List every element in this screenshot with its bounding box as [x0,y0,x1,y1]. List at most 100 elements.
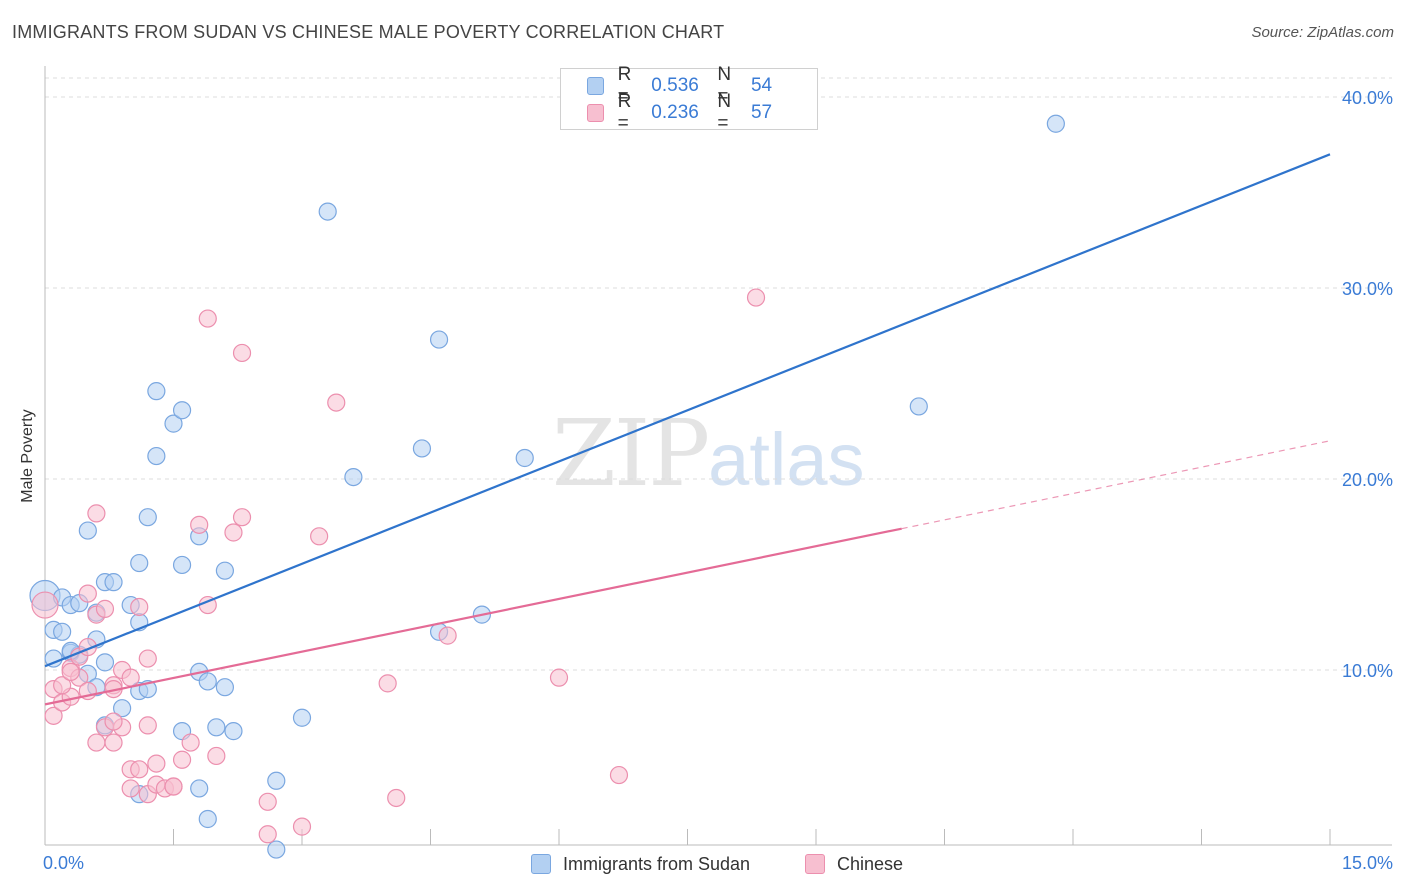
y-tick-label: 30.0% [1342,279,1393,299]
y-axis-label: Male Poverty [19,409,36,503]
trend-line-chinese [44,527,902,706]
y-tick-label: 20.0% [1342,470,1393,490]
chinese-point [147,754,166,773]
legend-label-chinese: Chinese [837,853,904,874]
chinese-point [53,676,72,695]
chinese-point [130,760,149,779]
n-label: N = [717,64,732,107]
sudan-point [267,771,286,790]
chinese-point [224,523,243,542]
chinese-point [138,716,157,735]
sudan-point [78,521,97,540]
chinese-point [61,662,80,682]
y-tick-label: 10.0% [1342,661,1393,681]
chart-title: IMMIGRANTS FROM SUDAN VS CHINESE MALE PO… [12,22,725,42]
sudan-point [130,553,149,573]
stats-legend: R = 0.536 N = 54 R = 0.236 N = 57 [560,64,818,134]
chinese-point [232,343,252,363]
watermark-atlas: atlas [708,418,865,501]
sudan-point [292,708,312,727]
trend-lines [44,153,1331,706]
legend-label-sudan: Immigrants from Sudan [563,853,751,874]
chinese-point [130,597,149,617]
chinese-point [207,746,226,766]
chinese-point [387,788,406,808]
sudan-point [112,699,132,718]
sudan-point [172,401,192,420]
legend-swatch-chinese [587,104,604,122]
sudan-point [147,382,166,401]
legend-item-sudan[interactable]: Immigrants from Sudan [531,850,750,878]
sudan-point [207,718,226,737]
sudan-point [104,573,123,592]
y-tick-label: 40.0% [1342,88,1393,108]
sudan-point [318,202,337,221]
n-label: N = [717,91,732,134]
sudan-point [215,561,234,580]
chinese-point [121,668,140,687]
chinese-point [104,712,123,731]
chinese-point [232,508,252,527]
chinese-point [746,288,766,307]
chinese-point [172,750,192,769]
sudan-point [1046,114,1065,133]
sudan-point [429,330,449,349]
sudan-point [53,622,72,641]
chinese-point [310,527,329,546]
chinese-point [292,817,312,836]
chinese-point [164,777,183,796]
sudan-point [412,439,432,458]
stats-row-sudan: R = 0.536 N = 54 [587,64,817,107]
chinese-point [258,792,277,811]
sudan-point [224,722,243,741]
sudan-point [198,809,217,829]
source-label: Source: ZipAtlas.com [1251,24,1394,41]
trend-line-chinese-extension [901,440,1331,530]
legend-swatch-sudan [531,854,551,874]
chinese-point [104,733,123,752]
x-tick-label: 0.0% [43,853,84,873]
tick-labels: 10.0% 20.0% 30.0% 40.0% 0.0% 15.0% [43,88,1393,873]
r-value: 0.236 [651,102,699,123]
stats-row-chinese: R = 0.236 N = 57 [587,91,817,134]
chinese-point [78,584,97,603]
sudan-point [147,446,166,466]
chinese-point [190,515,209,534]
legend-item-chinese[interactable]: Chinese [805,850,903,878]
r-label: R = [617,91,632,134]
sudan-point [344,467,363,487]
chinese-point [198,309,217,328]
sudan-point [198,672,217,691]
chinese-point [31,591,59,619]
series-chinese-points [31,288,766,844]
chinese-point [181,733,200,752]
chinese-point [258,825,277,844]
legend-swatch-chinese [805,854,825,874]
chinese-point [138,649,157,668]
gridlines [45,77,1392,671]
sudan-point [164,414,183,433]
axes [44,66,1392,846]
n-value: 54 [750,75,773,96]
trend-line-sudan [44,153,1331,668]
chinese-point [87,733,106,752]
chinese-point [609,765,629,785]
sudan-point [95,653,115,672]
x-tick-label: 15.0% [1342,853,1393,873]
sudan-point [215,678,234,697]
chinese-point [327,393,346,412]
sudan-point [190,779,209,798]
chinese-point [121,779,140,798]
chinese-point [438,626,457,645]
n-value: 57 [750,102,773,123]
sudan-point [515,448,534,468]
chinese-point [549,668,569,687]
legend-swatch-sudan [587,77,604,95]
sudan-point [172,555,192,575]
r-label: R = [617,64,632,107]
chinese-point [44,706,63,725]
chinese-point [87,504,106,523]
chinese-point [95,599,115,618]
chinese-point [378,674,397,693]
